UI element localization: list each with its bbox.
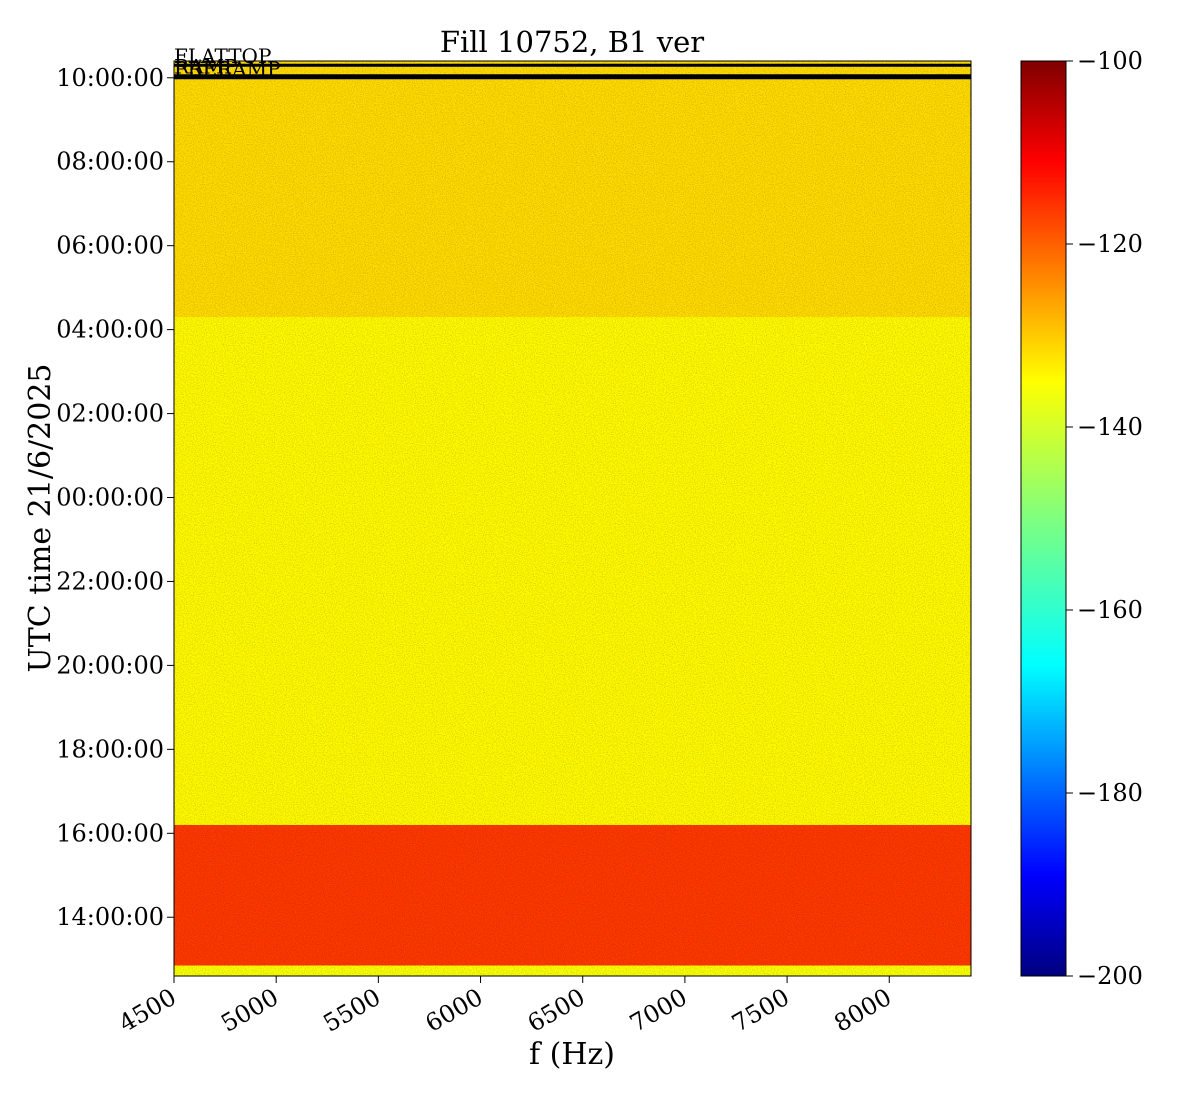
- phase-label-flattop: FLATTOP: [174, 44, 271, 68]
- y-tick-label: 14:00:00: [56, 903, 164, 931]
- colorbar-tick-label: −120: [1077, 230, 1143, 258]
- colorbar-tick-label: −140: [1077, 413, 1143, 441]
- x-tick-label: 5000: [216, 983, 283, 1038]
- x-tick-label: 6500: [523, 983, 590, 1038]
- phase-label-preramp: PRERAMP: [174, 57, 281, 81]
- x-tick-label: 7000: [625, 983, 692, 1038]
- colorbar-ticks: −100 −120 −140 −160 −180 −200: [1066, 47, 1143, 990]
- y-tick-label: 00:00:00: [56, 484, 164, 512]
- y-tick-label: 02:00:00: [56, 400, 164, 428]
- phase-label-ramp: RAMP: [174, 55, 237, 79]
- plot-frame: [173, 60, 972, 977]
- x-axis-title: f (Hz): [529, 1037, 615, 1072]
- x-tick-label: 7500: [727, 983, 794, 1038]
- x-tick-label: 5500: [318, 983, 385, 1038]
- y-tick-label: 18:00:00: [56, 735, 164, 763]
- colorbar-tick-label: −180: [1077, 779, 1143, 807]
- y-tick-label: 08:00:00: [56, 148, 164, 176]
- y-axis-title: UTC time 21/6/2025: [23, 364, 58, 673]
- x-tick-label: 4500: [114, 983, 181, 1038]
- colorbar-gradient: [1020, 60, 1067, 977]
- chart-title: Fill 10752, B1 ver: [440, 25, 704, 59]
- x-tick-label: 6000: [421, 983, 488, 1038]
- y-tick-label: 22:00:00: [56, 567, 164, 595]
- y-tick-label: 20:00:00: [56, 651, 164, 679]
- y-tick-label: 04:00:00: [56, 316, 164, 344]
- y-tick-label: 06:00:00: [56, 232, 164, 260]
- colorbar-tick-label: −200: [1077, 962, 1143, 990]
- y-axis-ticks: 10:00:00 08:00:00 06:00:00 04:00:00 02:00:00…: [56, 64, 174, 931]
- colorbar: −100 −120 −140 −160 −180 −200: [1020, 47, 1143, 990]
- colorbar-tick-label: −100: [1077, 47, 1143, 75]
- y-tick-label: 10:00:00: [56, 64, 164, 92]
- colorbar-tick-label: −160: [1077, 596, 1143, 624]
- x-tick-label: 8000: [829, 983, 896, 1038]
- x-axis-ticks: 4500 5000 5500 6000 6500 7000 7500 8000: [114, 976, 896, 1038]
- y-tick-label: 16:00:00: [56, 819, 164, 847]
- noise-texture: [174, 61, 971, 976]
